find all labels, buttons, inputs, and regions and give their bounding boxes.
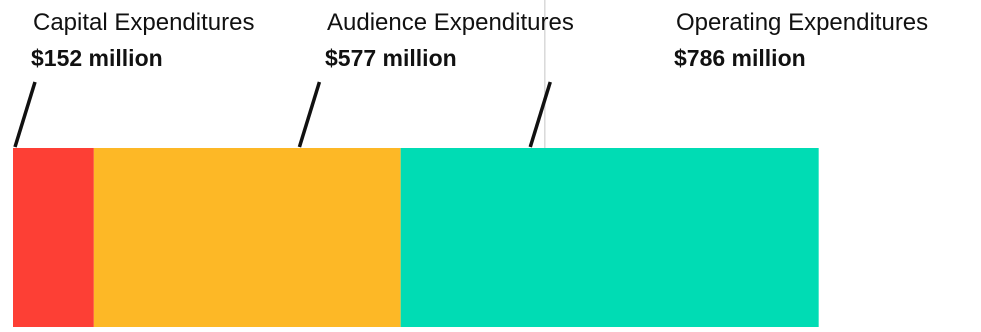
leader-line-1 — [13, 81, 37, 148]
segment-value-label-2: $577 million — [325, 45, 457, 71]
leader-lines — [13, 81, 552, 148]
leader-line-3 — [528, 81, 552, 148]
segment-name-label-1: Capital Expenditures — [33, 9, 254, 36]
segment-value-label-1: $152 million — [31, 45, 163, 71]
segment-labels: Capital Expenditures $152 million Audience… — [31, 9, 928, 71]
leader-line-2 — [297, 81, 322, 148]
segment-name-label-2: Audience Expenditures — [327, 9, 574, 36]
bar-segments — [13, 148, 819, 327]
bar-segment-1 — [13, 148, 94, 327]
bar-segment-2 — [93, 148, 401, 327]
segment-name-label-3: Operating Expenditures — [676, 9, 928, 36]
segment-value-label-3: $786 million — [674, 45, 806, 71]
bar-segment-3 — [400, 148, 819, 327]
